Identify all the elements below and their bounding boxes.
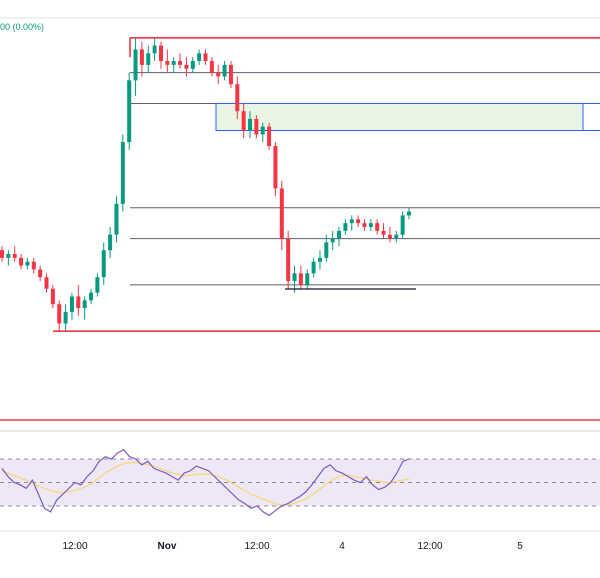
- candle-body: [407, 211, 411, 216]
- candle-body: [158, 45, 163, 62]
- candle-body: [44, 277, 49, 289]
- candle-body: [330, 238, 335, 243]
- candle-body: [19, 257, 24, 266]
- candle-body: [50, 288, 55, 305]
- candle-body: [286, 238, 291, 282]
- candle-body: [394, 234, 399, 239]
- candle-body: [254, 118, 259, 135]
- x-tick-label: 5: [517, 541, 523, 552]
- candle-body: [279, 188, 284, 239]
- candle-body: [146, 53, 151, 65]
- candle-body: [108, 234, 113, 251]
- candle-body: [31, 261, 36, 270]
- candle-body: [305, 273, 310, 285]
- candle-body: [203, 53, 208, 62]
- candle-body: [120, 142, 125, 204]
- candle-body: [190, 61, 195, 69]
- candle-body: [127, 80, 132, 143]
- candle-body: [337, 230, 342, 239]
- x-tick-label: 12:00: [244, 541, 269, 552]
- fib-lines: [130, 72, 600, 286]
- candle-body: [248, 118, 253, 131]
- candle-body: [12, 254, 17, 258]
- supply-zone-box: [215, 102, 584, 132]
- candle-body: [184, 64, 189, 69]
- candle-body: [139, 49, 144, 65]
- candle-body: [216, 72, 221, 77]
- candle-body: [228, 64, 233, 85]
- candle-body: [197, 53, 202, 62]
- candlestick-series: [0, 37, 411, 332]
- candle-body: [38, 269, 43, 278]
- candle-body: [324, 242, 329, 258]
- candle-body: [165, 61, 170, 65]
- x-tick-label: 12:00: [417, 541, 442, 552]
- x-tick-label: 12:00: [62, 541, 87, 552]
- candle-body: [133, 49, 138, 81]
- candle-body: [260, 126, 265, 135]
- candle-body: [95, 277, 100, 293]
- candle-body: [267, 126, 272, 146]
- candle-body: [362, 223, 367, 227]
- candle-body: [178, 61, 183, 65]
- candle-body: [292, 273, 297, 282]
- candle-body: [311, 261, 316, 274]
- x-tick-label: 4: [339, 541, 345, 552]
- candle-body: [171, 61, 176, 65]
- candle-body: [241, 111, 246, 131]
- candle-body: [209, 61, 214, 73]
- candle-body: [89, 292, 94, 301]
- candle-body: [63, 311, 68, 324]
- candle-body: [82, 300, 87, 309]
- x-axis: 12:00 Nov 12:00 4 12:00 5: [62, 541, 523, 552]
- candle-body: [298, 273, 303, 285]
- candle-body: [356, 219, 361, 224]
- candle-body: [400, 215, 405, 235]
- candle-body: [76, 296, 81, 309]
- candle-body: [69, 296, 74, 312]
- header-value: 00 (0.00%): [0, 22, 44, 32]
- candle-body: [222, 64, 227, 77]
- candle-body: [0, 250, 4, 258]
- candle-body: [381, 230, 386, 235]
- candle-body: [368, 223, 373, 227]
- candle-body: [25, 261, 30, 266]
- candle-body: [387, 234, 392, 239]
- candle-body: [343, 223, 348, 231]
- candle-body: [101, 250, 106, 278]
- rsi-line: [1, 448, 410, 517]
- candle-body: [375, 223, 380, 231]
- rsi-pane: [0, 448, 600, 517]
- candle-body: [349, 219, 354, 224]
- horizontal-levels: [0, 37, 600, 421]
- candle-body: [114, 203, 119, 235]
- candle-body: [152, 45, 157, 54]
- candle-body: [235, 84, 240, 112]
- candle-body: [57, 304, 62, 324]
- candle-body: [273, 145, 278, 189]
- rsi-ma-line: [1, 461, 410, 506]
- supply-zone: [215, 102, 600, 132]
- candle-body: [317, 257, 322, 262]
- candle-body: [6, 254, 11, 258]
- x-tick-label: Nov: [158, 541, 177, 552]
